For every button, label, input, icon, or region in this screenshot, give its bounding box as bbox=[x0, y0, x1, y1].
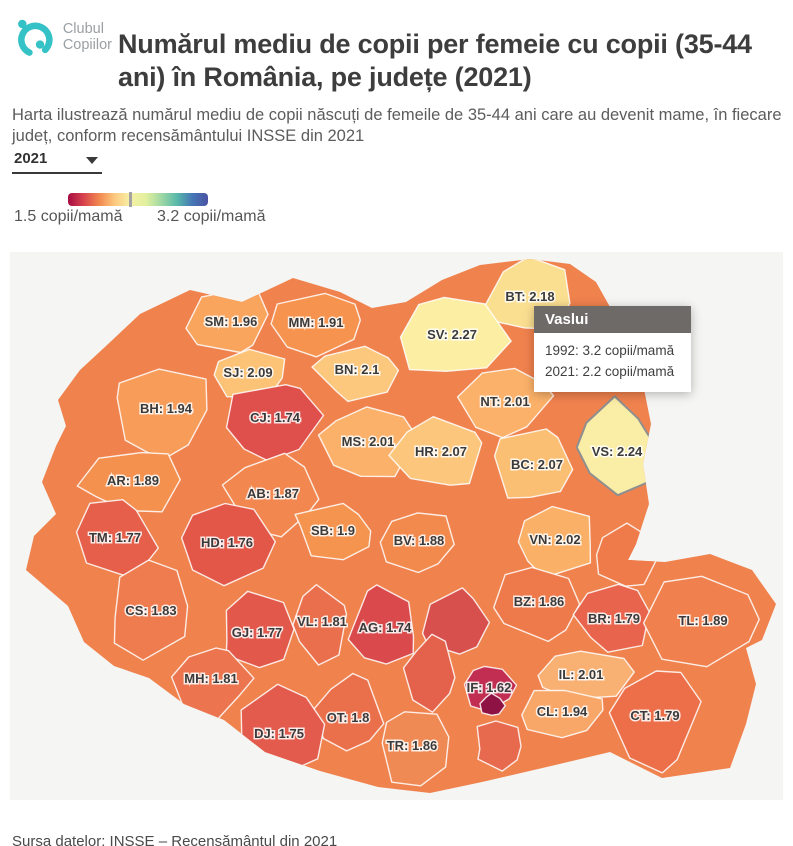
county-label-DJ: DJ: 1.75 bbox=[254, 726, 304, 741]
county-region-GR[interactable] bbox=[476, 720, 522, 772]
county-region-MH[interactable] bbox=[170, 647, 255, 723]
data-source: Sursa datelor: INSSE – Recensământul din… bbox=[12, 833, 338, 846]
legend-max-label: 3.2 copii/mamă bbox=[157, 208, 266, 225]
county-region-CS[interactable] bbox=[113, 559, 189, 661]
county-label-OT: OT: 1.8 bbox=[327, 710, 370, 725]
county-region-B[interactable] bbox=[479, 692, 506, 716]
county-label-NT: NT: 2.01 bbox=[480, 394, 529, 409]
page-subtitle: Harta ilustrează numărul mediu de copii … bbox=[12, 105, 782, 146]
tooltip-value-1992: 1992: 3.2 copii/mamă bbox=[545, 343, 675, 358]
county-label-AB: AB: 1.87 bbox=[247, 486, 299, 501]
county-region-GJ[interactable] bbox=[225, 590, 295, 669]
county-region-HR[interactable] bbox=[388, 415, 483, 486]
county-region-NT[interactable] bbox=[456, 367, 555, 439]
county-label-BZ: BZ: 1.86 bbox=[514, 594, 565, 609]
county-label-VS: VS: 2.24 bbox=[592, 444, 643, 459]
county-label-VL: VL: 1.81 bbox=[297, 614, 347, 629]
county-label-AG: AG: 1.74 bbox=[359, 620, 413, 635]
county-region-HD[interactable] bbox=[180, 502, 276, 587]
county-label-SM: SM: 1.96 bbox=[205, 314, 258, 329]
county-label-SB: SB: 1.9 bbox=[311, 523, 355, 538]
county-label-IL: IL: 2.01 bbox=[559, 667, 604, 682]
county-label-HR: HR: 2.07 bbox=[415, 444, 467, 459]
county-label-CT: CT: 1.79 bbox=[630, 708, 679, 723]
county-region-BZ[interactable] bbox=[493, 566, 581, 643]
legend-hover-tick bbox=[128, 192, 132, 207]
county-label-MS: MS: 2.01 bbox=[342, 434, 395, 449]
county-label-MM: MM: 1.91 bbox=[289, 315, 344, 330]
romania-county-map[interactable]: SM: 1.96 MM: 1.91 BT: 2.18 SV: 2.27 SJ: 2.09… bbox=[10, 252, 783, 800]
legend-gradient-bar bbox=[68, 193, 208, 206]
chevron-down-icon bbox=[86, 157, 98, 164]
county-region-SB[interactable] bbox=[294, 502, 372, 561]
county-region-VS[interactable] bbox=[575, 395, 657, 497]
county-label-TL: TL: 1.89 bbox=[678, 613, 727, 628]
county-region-BV[interactable] bbox=[379, 512, 455, 574]
clubul-copiilor-logo-icon bbox=[18, 19, 53, 58]
brand-logo[interactable]: Clubul Copiilor bbox=[12, 14, 112, 62]
county-label-VN: VN: 2.02 bbox=[529, 532, 580, 547]
county-label-TR: TR: 1.86 bbox=[387, 738, 438, 753]
brand-logo-text: Clubul Copiilor bbox=[62, 21, 112, 53]
county-label-CS: CS: 1.83 bbox=[125, 603, 176, 618]
county-region-TL[interactable] bbox=[642, 575, 760, 668]
county-region-CL[interactable] bbox=[521, 689, 604, 739]
county-label-BT: BT: 2.18 bbox=[505, 289, 554, 304]
legend-min-label: 1.5 copii/mamă bbox=[14, 208, 123, 225]
county-label-BV: BV: 1.88 bbox=[394, 533, 445, 548]
county-region-AR[interactable] bbox=[76, 451, 181, 513]
county-label-BH: BH: 1.94 bbox=[140, 401, 193, 416]
county-region-DB[interactable] bbox=[402, 633, 456, 713]
county-region-VN[interactable] bbox=[517, 505, 592, 579]
county-region-VL[interactable] bbox=[292, 584, 348, 666]
year-dropdown[interactable]: 2021 bbox=[12, 148, 102, 174]
county-label-TM: TM: 1.77 bbox=[89, 530, 141, 545]
county-region-CT[interactable] bbox=[608, 670, 702, 774]
county-label-AR: AR: 1.89 bbox=[107, 473, 159, 488]
tooltip-values: 1992: 3.2 copii/mamă 2021: 2.2 copii/mam… bbox=[534, 333, 691, 392]
year-dropdown-value: 2021 bbox=[14, 150, 48, 167]
county-region-CJ[interactable] bbox=[225, 383, 325, 462]
county-region-MM[interactable] bbox=[270, 292, 361, 358]
county-label-CL: CL: 1.94 bbox=[537, 704, 588, 719]
county-label-MH: MH: 1.81 bbox=[184, 671, 237, 686]
county-label-SV: SV: 2.27 bbox=[427, 327, 477, 342]
county-tooltip: Vaslui 1992: 3.2 copii/mamă 2021: 2.2 co… bbox=[534, 306, 691, 392]
county-label-HD: HD: 1.76 bbox=[201, 535, 253, 550]
county-region-BN[interactable] bbox=[311, 345, 400, 403]
tooltip-value-2021: 2021: 2.2 copii/mamă bbox=[545, 363, 675, 379]
county-label-CJ: CJ: 1.74 bbox=[250, 410, 301, 425]
county-region-IL[interactable] bbox=[537, 650, 635, 700]
tooltip-county-name: Vaslui bbox=[534, 306, 691, 333]
county-label-GJ: GJ: 1.77 bbox=[232, 625, 283, 640]
page-title: Numărul mediu de copii per femeie cu cop… bbox=[118, 29, 752, 93]
county-label-IF: IF: 1.62 bbox=[467, 680, 512, 695]
color-legend: 1.5 copii/mamă 3.2 copii/mamă bbox=[0, 186, 300, 232]
county-label-BR: BR: 1.79 bbox=[588, 611, 640, 626]
county-region-AG[interactable] bbox=[347, 584, 415, 665]
county-region-BC[interactable] bbox=[493, 428, 574, 499]
county-label-BC: BC: 2.07 bbox=[511, 457, 563, 472]
county-region-BR[interactable] bbox=[572, 583, 651, 653]
header: Clubul Copiilor Numărul mediu de copii p… bbox=[12, 10, 781, 112]
county-region-SV[interactable] bbox=[399, 296, 512, 373]
county-label-SJ: SJ: 2.09 bbox=[223, 365, 272, 380]
county-region-TR[interactable] bbox=[381, 711, 450, 787]
choropleth-map-panel: SM: 1.96 MM: 1.91 BT: 2.18 SV: 2.27 SJ: 2.09… bbox=[10, 252, 783, 800]
county-region-BH[interactable] bbox=[116, 368, 208, 461]
county-label-BN: BN: 2.1 bbox=[335, 362, 380, 377]
